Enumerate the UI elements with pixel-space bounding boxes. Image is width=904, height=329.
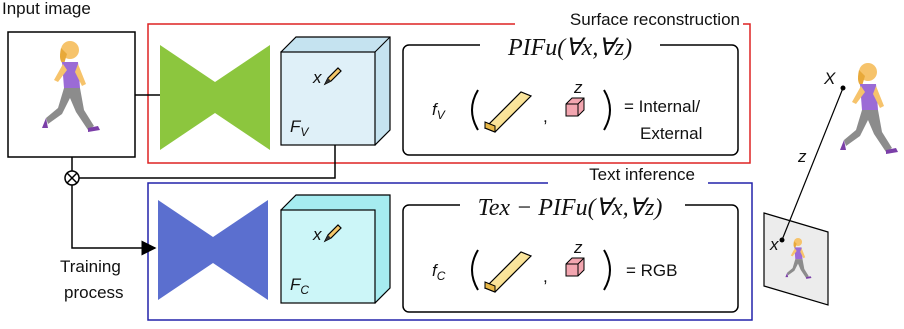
result: External bbox=[640, 124, 702, 143]
point-label: x bbox=[312, 68, 322, 87]
comma: , bbox=[543, 107, 548, 126]
result: = RGB bbox=[626, 261, 678, 280]
encoder bbox=[160, 45, 270, 150]
world-point: X bbox=[823, 69, 836, 88]
large-person bbox=[840, 63, 898, 154]
formula: PIFu(∀x,∀z) bbox=[507, 35, 632, 61]
sub: C bbox=[300, 283, 309, 297]
training-label: Training bbox=[60, 257, 121, 276]
cubelet bbox=[566, 258, 584, 276]
training-label: process bbox=[64, 283, 124, 302]
point bbox=[841, 86, 846, 91]
function-box bbox=[403, 205, 738, 312]
result: = Internal/ bbox=[624, 97, 700, 116]
cubelet bbox=[566, 98, 584, 116]
texture-title: Text inference bbox=[589, 165, 695, 184]
formula: Tex − PIFu(∀x,∀z) bbox=[478, 195, 663, 221]
sub: V bbox=[300, 125, 309, 139]
ray bbox=[782, 88, 843, 240]
comma: , bbox=[543, 267, 548, 286]
point-label: x bbox=[312, 225, 322, 244]
encoder bbox=[158, 200, 268, 300]
depth-label: z bbox=[573, 78, 583, 97]
depth-label: z bbox=[573, 238, 583, 257]
image-point: x bbox=[769, 235, 779, 254]
sub: V bbox=[437, 108, 446, 122]
point bbox=[780, 238, 785, 243]
sub: C bbox=[437, 269, 446, 283]
depth: z bbox=[797, 147, 807, 166]
diagram: Input image Surface reconstruction x FV … bbox=[0, 0, 904, 329]
surface-title: Surface reconstruction bbox=[570, 10, 740, 29]
input-title: Input image bbox=[2, 0, 91, 18]
